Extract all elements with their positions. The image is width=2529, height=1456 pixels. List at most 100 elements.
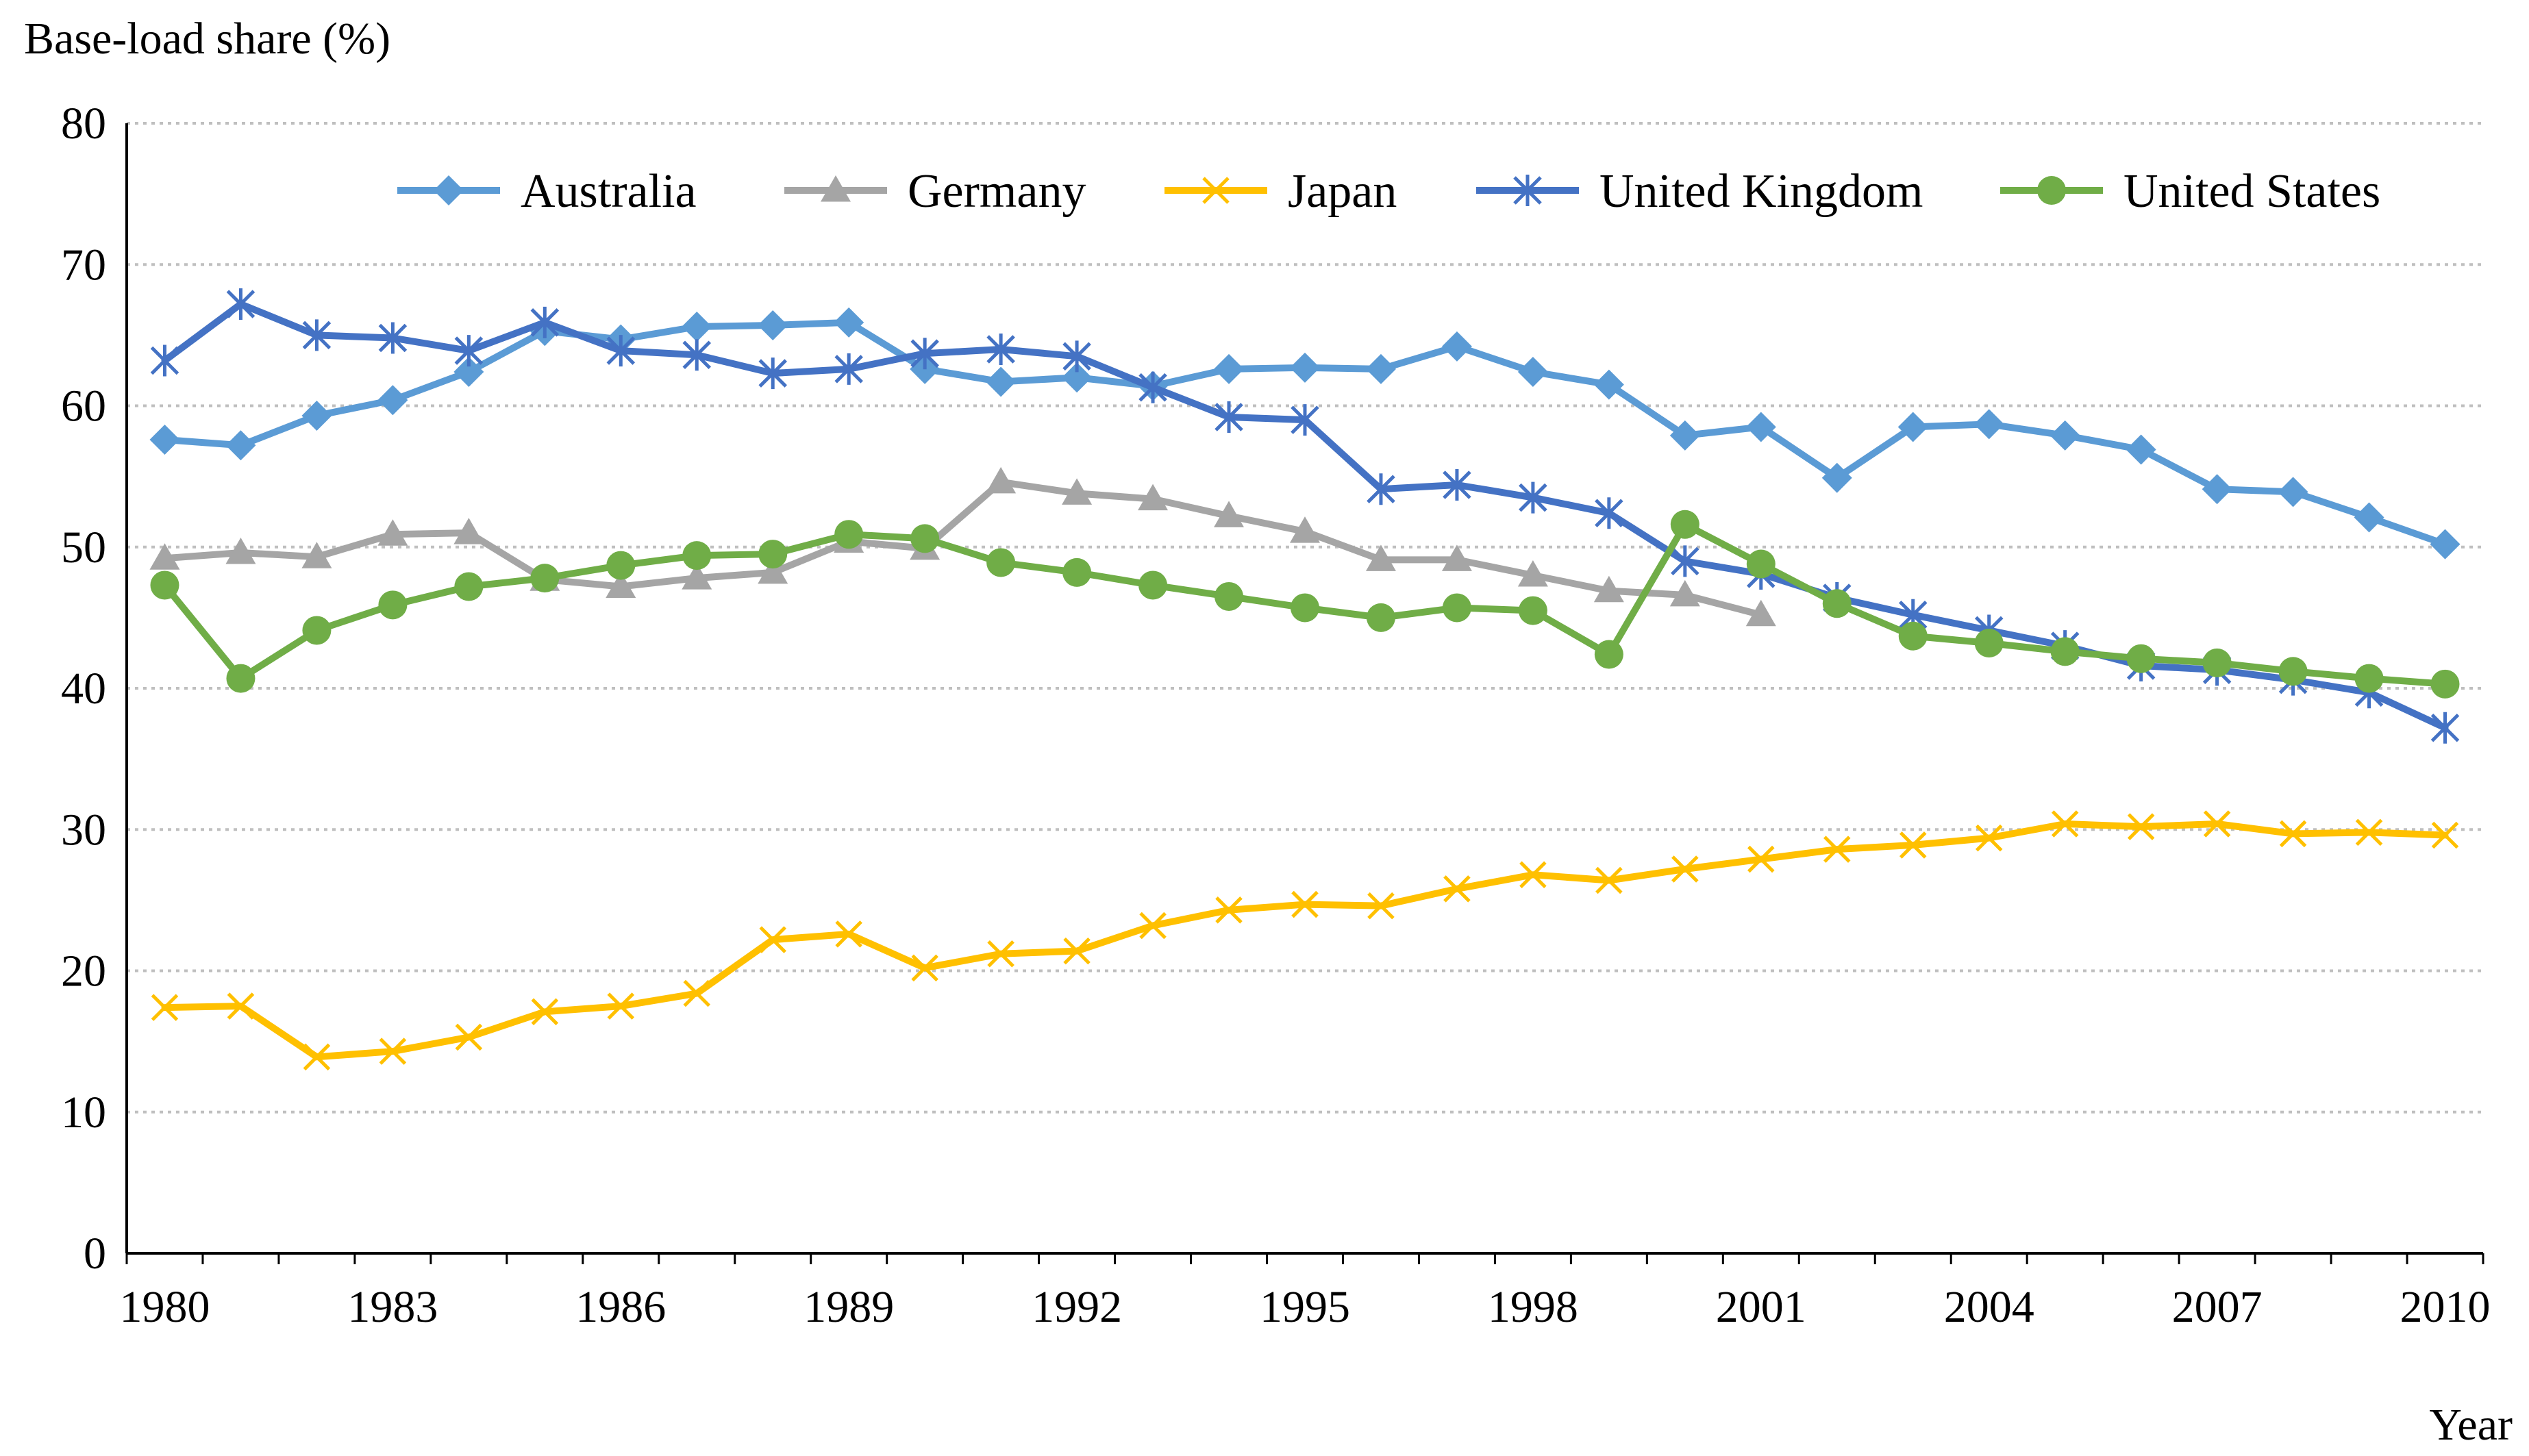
circle-marker [1062, 557, 1092, 587]
triangle-marker [1214, 501, 1245, 527]
data-point [2127, 813, 2155, 840]
data-point [1745, 599, 1776, 627]
data-point [910, 524, 940, 553]
circle-marker [1518, 596, 1547, 625]
triangle-marker [301, 542, 332, 568]
asterisk-marker [758, 357, 787, 390]
data-point [454, 335, 484, 367]
data-point [1745, 412, 1776, 442]
x-marker [151, 994, 179, 1021]
data-point [1974, 629, 2004, 657]
asterisk-marker [1443, 469, 1471, 501]
data-point [2203, 810, 2231, 838]
triangle-marker [453, 518, 484, 544]
data-point [606, 571, 636, 598]
data-point [1670, 510, 1699, 539]
data-point [834, 353, 863, 385]
x-tick-label: 1989 [803, 1282, 894, 1332]
x-marker [1202, 177, 1230, 204]
asterisk-marker [606, 335, 636, 367]
circle-marker [1822, 589, 1852, 618]
data-point [302, 319, 332, 351]
series-germany [149, 466, 1776, 627]
x-tick-label: 1986 [575, 1282, 666, 1332]
data-point [149, 543, 180, 570]
data-point [758, 357, 787, 390]
data-point [2278, 477, 2308, 507]
data-point [1290, 352, 1320, 383]
data-point [2354, 502, 2384, 533]
x-marker [2355, 818, 2383, 846]
circle-marker [2278, 657, 2308, 686]
data-point [1595, 866, 1623, 894]
data-point [301, 400, 332, 431]
diamond-marker [1441, 331, 1472, 362]
series-united-states [150, 510, 2460, 699]
x-marker [683, 979, 711, 1007]
legend-label: Japan [1288, 165, 1397, 218]
data-point [150, 570, 179, 600]
circle-marker [2354, 664, 2384, 693]
x-marker [2203, 810, 2231, 838]
diamond-marker [1290, 352, 1320, 383]
data-point [1746, 549, 1776, 579]
data-point [1593, 575, 1624, 603]
data-point [1671, 855, 1699, 883]
data-point [1366, 603, 1395, 632]
data-point [1747, 845, 1775, 873]
data-point [1517, 357, 1548, 387]
asterisk-marker [1367, 473, 1395, 505]
legend-item-germany: Germany [784, 165, 1086, 218]
x-marker [379, 1038, 407, 1065]
x-marker [1215, 896, 1243, 924]
triangle-marker [149, 543, 180, 570]
x-marker [2127, 813, 2155, 840]
triangle-marker [1290, 516, 1320, 543]
data-point [1442, 593, 1471, 623]
data-point [455, 1023, 483, 1051]
legend-item-united-kingdom: United Kingdom [1476, 165, 1923, 218]
data-point [1062, 557, 1092, 587]
data-point [2051, 810, 2079, 838]
x-marker [1671, 855, 1699, 883]
data-point [151, 994, 179, 1021]
data-point [2126, 644, 2156, 673]
triangle-marker [1669, 579, 1700, 607]
data-point [377, 519, 408, 546]
x-tick-label: 2004 [1944, 1282, 2034, 1332]
x-tick-label: 1980 [119, 1282, 210, 1332]
circle-marker [2050, 637, 2080, 666]
data-point [1062, 362, 1093, 393]
triangle-marker [1365, 544, 1396, 571]
x-tick-label: 1992 [1032, 1282, 1122, 1332]
data-point [2202, 648, 2232, 677]
asterisk-marker [682, 339, 712, 371]
data-point [910, 338, 939, 370]
data-point [377, 385, 408, 416]
y-tick-label: 0 [84, 1229, 106, 1279]
data-point [911, 954, 938, 982]
data-point [225, 538, 256, 564]
legend-label: Germany [908, 165, 1086, 218]
triangle-marker [225, 538, 256, 564]
x-marker [1747, 845, 1775, 873]
diamond-marker [377, 385, 408, 416]
data-point [2279, 820, 2307, 848]
x-marker [1063, 937, 1091, 965]
asterisk-marker [1519, 481, 1547, 514]
asterisk-marker [986, 334, 1015, 365]
x-marker [987, 940, 1014, 968]
circle-marker [1670, 510, 1699, 539]
data-point [1975, 824, 2003, 852]
data-point [1214, 353, 1245, 384]
circle-marker [606, 551, 636, 580]
legend-label: United States [2123, 165, 2380, 218]
diamond-marker [986, 366, 1017, 397]
x-marker [1291, 890, 1319, 918]
data-point [454, 572, 484, 601]
data-point [1290, 516, 1320, 543]
triangle-marker [1062, 478, 1093, 505]
y-tick-label: 70 [61, 240, 106, 290]
x-tick-label: 1998 [1488, 1282, 1578, 1332]
